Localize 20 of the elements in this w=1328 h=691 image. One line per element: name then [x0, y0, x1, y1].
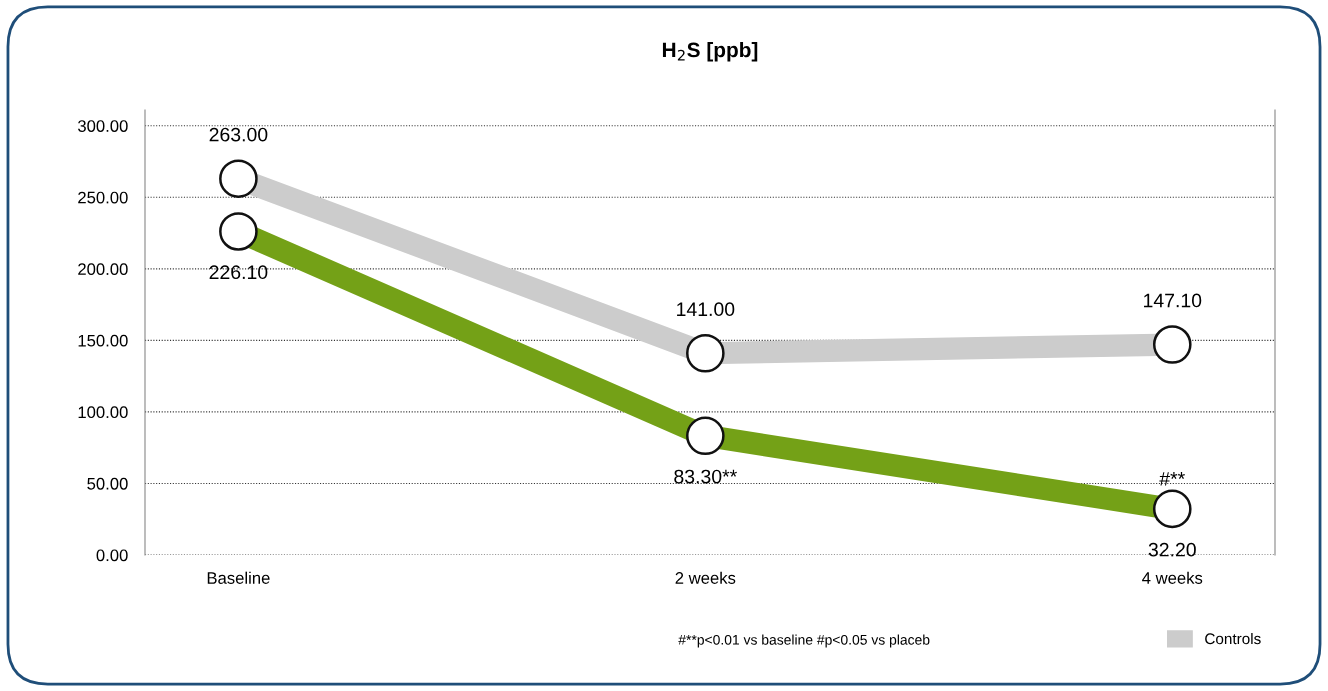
annotation: #**	[1159, 472, 1185, 486]
x-tick-label: 2 weeks	[675, 571, 736, 584]
legend-label: Controls	[1205, 632, 1261, 645]
y-tick-label: 100.00	[78, 406, 128, 419]
y-tick-label: 300.00	[78, 120, 128, 132]
data-label: 83.30**	[674, 469, 737, 484]
y-tick-label: 150.00	[78, 334, 128, 347]
data-label: 226.10	[209, 265, 268, 280]
chart-title: H$_{2}$S [ppb]	[662, 42, 758, 62]
data-label: 263.00	[209, 127, 268, 142]
text: #**p<0.01 vs baseline #p<0.05 vs placeb	[678, 634, 930, 648]
y-tick-label: 200.00	[78, 263, 128, 276]
data-label: 32.20	[1148, 542, 1196, 557]
data-label: 141.00	[677, 302, 735, 317]
data-label: 147.10	[1144, 293, 1202, 308]
x-tick-label: 4 weeks	[1142, 571, 1203, 584]
x-tick-label: Baseline	[207, 571, 270, 584]
y-tick-label: 0.00	[96, 549, 128, 562]
y-tick-label: 50.00	[87, 477, 128, 490]
y-tick-label: 250.00	[78, 191, 128, 204]
